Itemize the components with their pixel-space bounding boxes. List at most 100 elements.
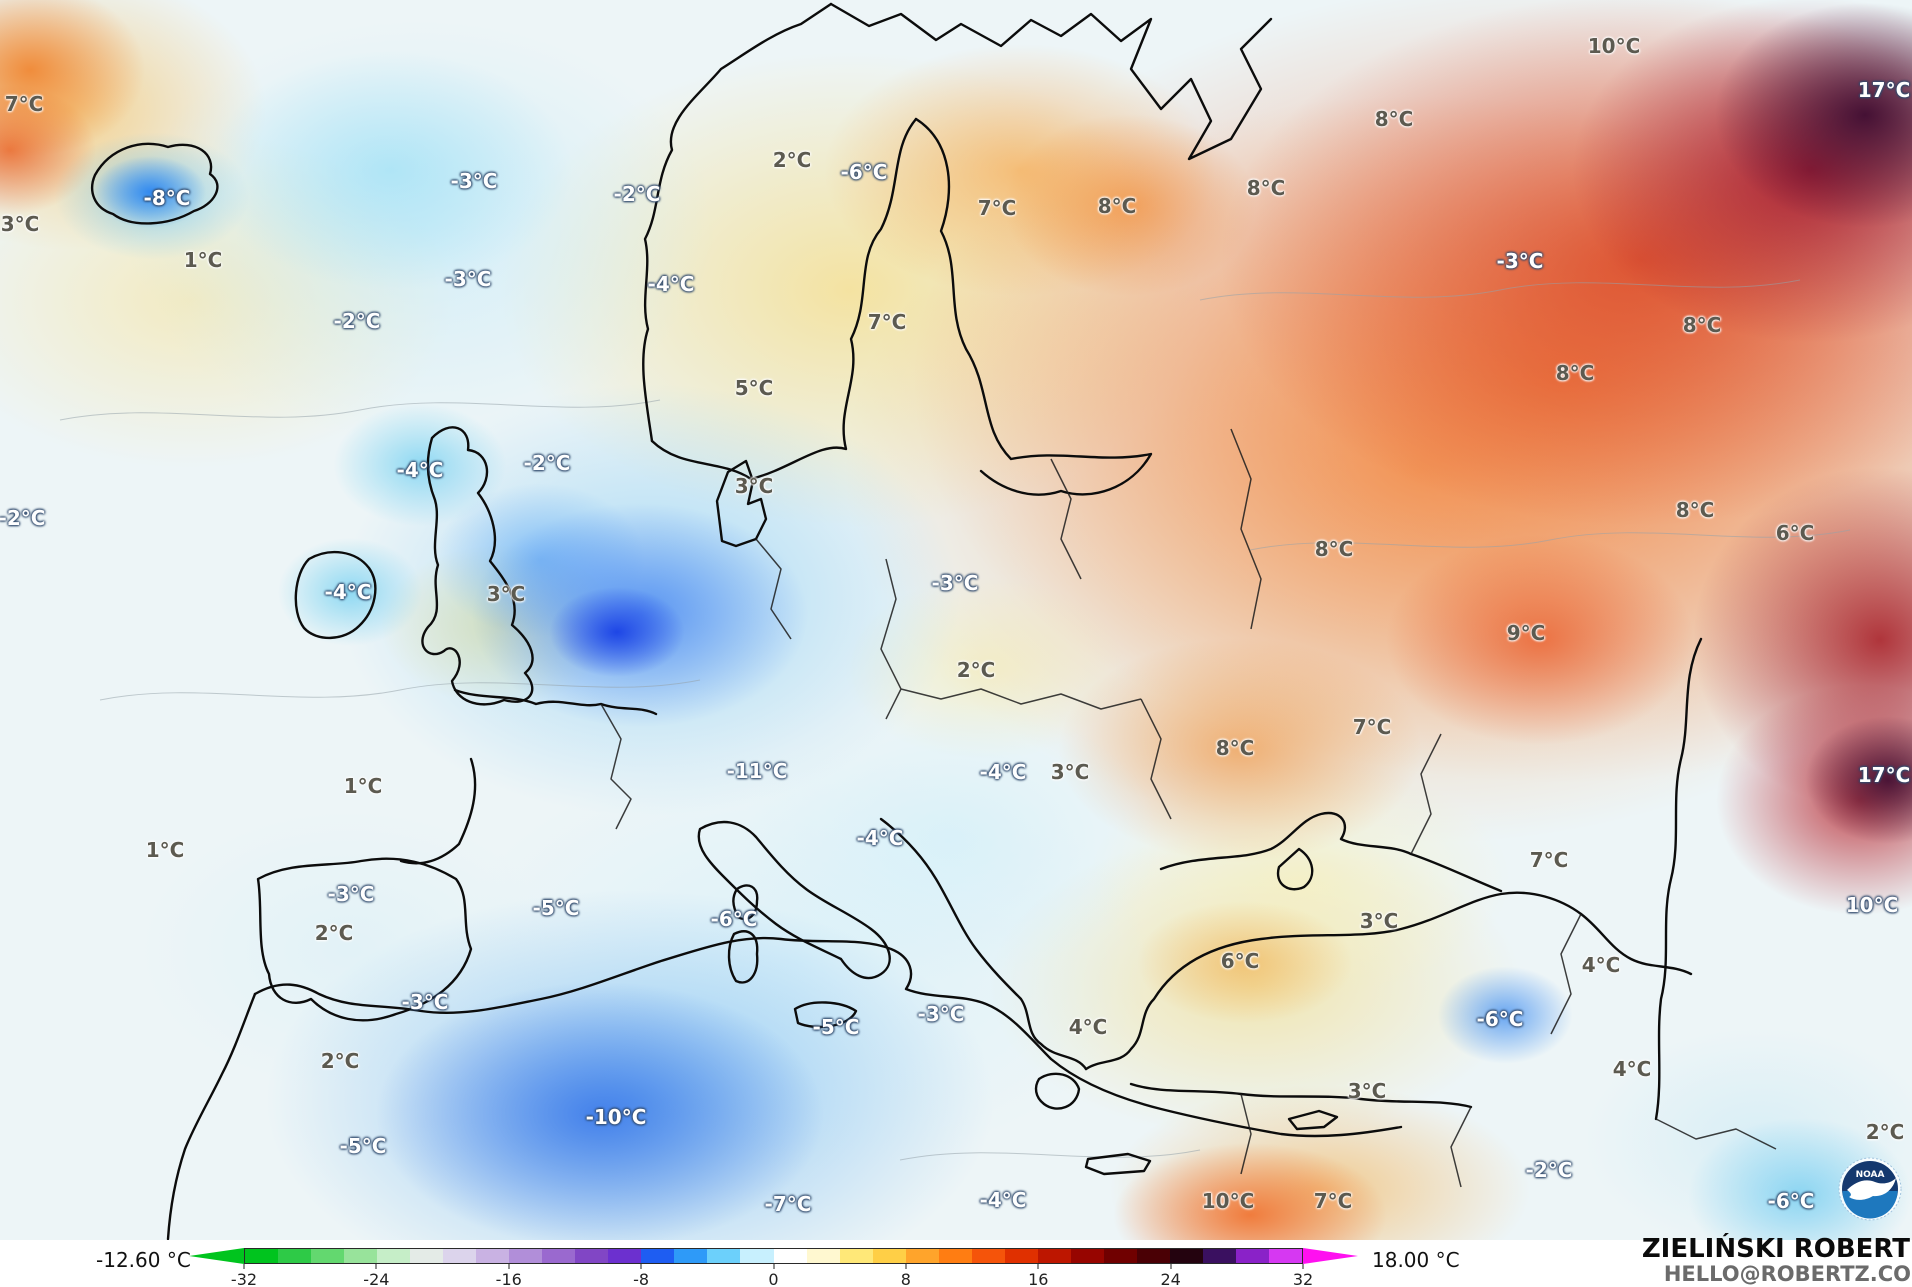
temp-label: -3°C — [444, 267, 492, 291]
temp-label: -2°C — [0, 506, 46, 530]
colorbar-ticks: -32 -24 -16 -8 0 8 16 24 32 — [231, 1264, 1313, 1287]
colorbar-segment — [278, 1249, 312, 1263]
temp-label: 2°C — [320, 1049, 360, 1073]
colorbar-segment — [509, 1249, 543, 1263]
temp-label: 3°C — [1359, 909, 1399, 933]
colorbar-tickmark — [1037, 1264, 1039, 1269]
temp-label: 17°C — [1857, 763, 1911, 787]
temp-label: 8°C — [1215, 736, 1255, 760]
temp-label: -4°C — [856, 826, 904, 850]
colorbar-segment — [1037, 1249, 1071, 1263]
colorbar — [244, 1248, 1303, 1264]
sardinia-coastline — [727, 930, 759, 984]
temp-label: -2°C — [333, 309, 381, 333]
temp-label: 2°C — [314, 921, 354, 945]
attribution-email: HELLO@ROBERTZ.CO — [1663, 1262, 1911, 1286]
temp-label: 10°C — [1845, 893, 1899, 917]
temp-label: -3°C — [917, 1002, 965, 1026]
colorbar-tickmark — [1302, 1264, 1304, 1269]
temp-label: -3°C — [931, 571, 979, 595]
iceland-coastline — [90, 142, 219, 225]
temp-label: -3°C — [1496, 249, 1544, 273]
colorbar-segment — [707, 1249, 741, 1263]
colorbar-segment — [1169, 1249, 1203, 1263]
europe-temperature-anomaly-map: 7°C 3°C -8°C 1°C -3°C -2°C -3°C -2°C 2°C -6°C -2°C… — [0, 0, 1912, 1240]
temp-label: 7°C — [1352, 715, 1392, 739]
noaa-logo-text: NOAA — [1856, 1170, 1885, 1180]
colorbar-max-value: 18.00 °C — [1372, 1248, 1460, 1272]
colorbar-tickmark — [905, 1264, 907, 1269]
colorbar-segment — [1268, 1249, 1302, 1263]
finland-coastline — [914, 117, 1153, 496]
colorbar-segment — [1202, 1249, 1236, 1263]
attribution-name: ZIELIŃSKI ROBERT — [1641, 1234, 1910, 1264]
temp-label: 7°C — [867, 310, 907, 334]
colorbar-segment — [377, 1249, 411, 1263]
colorbar-segment — [938, 1249, 972, 1263]
colorbar-segment — [443, 1249, 477, 1263]
morocco-atlantic-coastline — [166, 992, 257, 1240]
temp-label: -3°C — [450, 169, 498, 193]
temp-label: 8°C — [1246, 176, 1286, 200]
black-sea-north-coastline — [1159, 811, 1503, 893]
crimea-coastline — [1276, 847, 1314, 891]
temp-label: 3°C — [1050, 760, 1090, 784]
colorbar-segment — [542, 1249, 576, 1263]
colorbar-segment — [410, 1249, 444, 1263]
temp-label: 4°C — [1068, 1015, 1108, 1039]
colorbar-segment — [311, 1249, 345, 1263]
colorbar-segment — [641, 1249, 675, 1263]
temp-label: -5°C — [812, 1015, 860, 1039]
temp-label: 7°C — [977, 196, 1017, 220]
temp-label: -4°C — [647, 272, 695, 296]
temp-label: 3°C — [734, 474, 774, 498]
colorbar-tick-label: -24 — [363, 1270, 390, 1287]
temp-label: 3°C — [0, 212, 40, 236]
colorbar-segment — [1103, 1249, 1137, 1263]
crete-coastline — [1084, 1152, 1152, 1176]
temp-label: -11°C — [726, 759, 788, 783]
colorbar-tickmark — [1170, 1264, 1172, 1269]
colorbar-tick-label: 0 — [768, 1270, 779, 1287]
colorbar-tick-label: 32 — [1292, 1270, 1314, 1287]
colorbar-tickmark — [243, 1264, 245, 1269]
temp-label: -2°C — [523, 451, 571, 475]
colorbar-segment — [773, 1249, 807, 1263]
temp-label: 8°C — [1374, 107, 1414, 131]
temp-label: 10°C — [1201, 1189, 1255, 1213]
colorbar-tick-label: 16 — [1028, 1270, 1049, 1287]
colorbar-segment — [476, 1249, 510, 1263]
temp-label: -3°C — [401, 990, 449, 1014]
temp-label: 7°C — [1313, 1189, 1353, 1213]
temp-label: -2°C — [613, 182, 661, 206]
colorbar-segment — [806, 1249, 840, 1263]
colorbar-segment — [1136, 1249, 1170, 1263]
colorbar-tickmark — [508, 1264, 510, 1269]
colorbar-tick-label: -32 — [230, 1270, 258, 1287]
colorbar-segment — [674, 1249, 708, 1263]
colorbar-segment — [905, 1249, 939, 1263]
colorbar-segment — [872, 1249, 906, 1263]
colorbar-segment — [1070, 1249, 1104, 1263]
temp-label: -3°C — [327, 882, 375, 906]
temp-label: -10°C — [585, 1105, 647, 1129]
arctic-coastline — [829, 2, 1273, 161]
temp-label: -4°C — [396, 458, 444, 482]
temp-label: 2°C — [772, 148, 812, 172]
temp-label: 3°C — [1347, 1079, 1387, 1103]
country-borders — [59, 2, 1851, 1240]
temp-label: -4°C — [979, 760, 1027, 784]
temp-label: 7°C — [4, 92, 44, 116]
temp-label: -7°C — [764, 1192, 812, 1216]
colorbar-segment — [971, 1249, 1005, 1263]
peloponnese-coastline — [1034, 1072, 1081, 1110]
colorbar-tick-label: -8 — [633, 1270, 650, 1287]
temp-label: 6°C — [1775, 521, 1815, 545]
temp-label: 3°C — [486, 582, 526, 606]
temp-label: 8°C — [1314, 537, 1354, 561]
france-coastline — [399, 688, 658, 865]
temp-label: -4°C — [324, 580, 372, 604]
temp-label: 4°C — [1581, 953, 1621, 977]
colorbar-segment — [839, 1249, 873, 1263]
